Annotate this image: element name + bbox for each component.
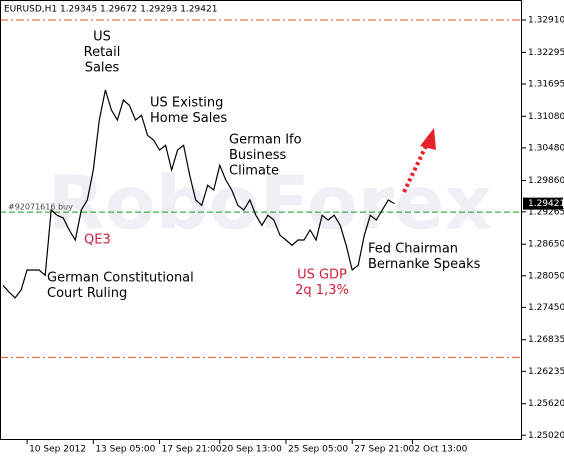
y-tick-label: 1.25620 bbox=[528, 399, 564, 409]
last-price-label: 1.29421 bbox=[528, 199, 564, 209]
annotation: QE3 bbox=[84, 233, 111, 248]
y-tick-label: 1.28650 bbox=[528, 240, 564, 250]
x-tick-label: 20 Sep 13:00 bbox=[222, 445, 282, 455]
y-tick-label: 1.25020 bbox=[528, 431, 564, 441]
watermark: RoboForex bbox=[48, 161, 492, 247]
annotation: Court Ruling bbox=[47, 286, 127, 301]
annotation: Retail bbox=[84, 45, 121, 60]
order-label: #92071616 buy bbox=[8, 203, 73, 212]
x-tick-label: 17 Sep 21:00 bbox=[162, 445, 222, 455]
x-tick-label: 13 Sep 05:00 bbox=[95, 445, 155, 455]
y-tick-label: 1.29265 bbox=[528, 207, 564, 217]
annotation: Bernanke Speaks bbox=[368, 257, 481, 272]
x-tick-label: 25 Sep 05:00 bbox=[288, 445, 348, 455]
y-tick-label: 1.27450 bbox=[528, 303, 564, 313]
annotation: German Constitutional bbox=[47, 271, 194, 286]
y-tick-label: 1.31080 bbox=[528, 112, 564, 122]
y-tick-label: 1.32295 bbox=[528, 48, 564, 58]
annotation: US GDP bbox=[297, 268, 347, 283]
x-tick-label: 10 Sep 2012 bbox=[29, 445, 86, 455]
trend-arrow bbox=[402, 143, 429, 193]
y-tick-label: 1.29860 bbox=[528, 176, 564, 186]
annotation: US Existing bbox=[150, 96, 223, 111]
price-line bbox=[2, 89, 395, 299]
y-tick-label: 1.32910 bbox=[528, 16, 564, 26]
y-tick-label: 1.28050 bbox=[528, 271, 564, 281]
last-price-box bbox=[523, 197, 563, 210]
annotation: Home Sales bbox=[150, 111, 227, 126]
plot-frame bbox=[0, 0, 522, 440]
annotation: Business bbox=[229, 148, 287, 163]
x-tick-label: 27 Sep 21:00 bbox=[354, 445, 414, 455]
annotation: Sales bbox=[85, 61, 120, 76]
y-tick-label: 1.30480 bbox=[528, 143, 564, 153]
annotation: German Ifo bbox=[229, 133, 302, 148]
annotation: Fed Chairman bbox=[368, 242, 458, 257]
y-tick-label: 1.31695 bbox=[528, 79, 564, 89]
y-tick-label: 1.26235 bbox=[528, 367, 564, 377]
annotation: 2q 1,3% bbox=[295, 283, 349, 298]
y-tick-label: 1.26835 bbox=[528, 335, 564, 345]
chart-title: EURUSD,H1 1.29345 1.29672 1.29293 1.2942… bbox=[4, 5, 217, 15]
trend-arrow-head bbox=[420, 128, 436, 150]
annotation: US bbox=[93, 30, 111, 45]
annotation: Climate bbox=[229, 164, 279, 179]
x-tick-label: 2 Oct 13:00 bbox=[414, 445, 467, 455]
